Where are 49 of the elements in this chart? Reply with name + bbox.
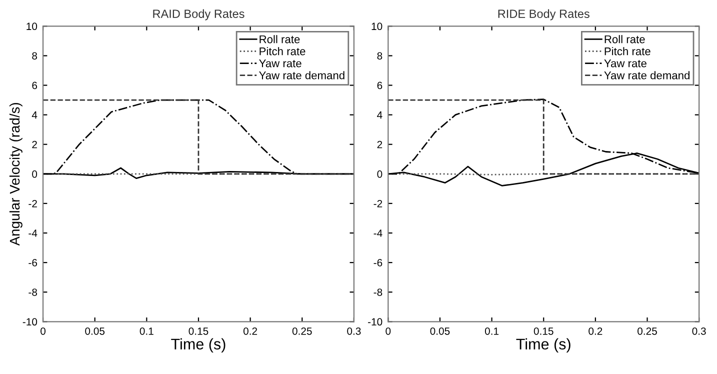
legend-label: Roll rate bbox=[604, 35, 645, 44]
chart-title: RAID Body Rates bbox=[153, 9, 244, 20]
x-tick-label: 0.2 bbox=[243, 327, 258, 335]
x-tick-label: 0 bbox=[40, 327, 46, 335]
x-tick-label: 0.15 bbox=[534, 327, 554, 335]
x-tick-label: 0.3 bbox=[347, 327, 361, 335]
legend-label: Roll rate bbox=[260, 35, 300, 44]
chart-title: RIDE Body Rates bbox=[498, 9, 590, 20]
y-tick-label: 4 bbox=[377, 111, 382, 119]
y-axis-title: Angular Velocity (rad/s) bbox=[9, 102, 22, 246]
x-axis-title: Time (s) bbox=[516, 338, 570, 353]
x-tick-label: 0.25 bbox=[638, 327, 657, 335]
x-tick-label: 0.2 bbox=[588, 327, 602, 335]
x-tick-label: 0.25 bbox=[292, 327, 312, 335]
legend-label: Yaw rate bbox=[259, 60, 302, 68]
y-tick-label: 6 bbox=[32, 82, 38, 90]
y-tick-label: 8 bbox=[377, 52, 382, 60]
y-tick-label: 4 bbox=[32, 111, 38, 119]
y-tick-label: -4 bbox=[374, 230, 382, 237]
y-tick-label: -2 bbox=[374, 200, 382, 208]
y-tick-label: 2 bbox=[32, 140, 37, 148]
y-tick-label: -10 bbox=[22, 318, 38, 326]
legend-label: Pitch rate bbox=[260, 47, 306, 56]
legend-label: Pitch rate bbox=[604, 47, 650, 56]
x-tick-label: 0.05 bbox=[85, 327, 105, 335]
y-tick-label: 0 bbox=[32, 170, 38, 178]
x-tick-label: 0.1 bbox=[140, 327, 154, 335]
legend-label: Yaw rate bbox=[604, 60, 646, 68]
x-tick-label: 0.1 bbox=[484, 327, 499, 335]
y-tick-label: 8 bbox=[32, 52, 38, 60]
y-tick-label: 0 bbox=[377, 170, 382, 178]
y-tick-label: -8 bbox=[28, 288, 38, 296]
x-tick-label: 0.15 bbox=[188, 327, 208, 335]
legend-label: Yaw rate demand bbox=[259, 71, 344, 80]
x-tick-label: 0.05 bbox=[430, 327, 450, 335]
y-tick-label: -2 bbox=[28, 200, 37, 208]
x-tick-label: 0 bbox=[386, 327, 391, 335]
y-tick-label: -10 bbox=[368, 318, 382, 326]
y-tick-label: 2 bbox=[377, 140, 382, 148]
x-axis-title: Time (s) bbox=[171, 338, 226, 353]
y-tick-label: 6 bbox=[377, 82, 382, 90]
x-tick-label: 0.3 bbox=[692, 327, 706, 335]
y-tick-label: -4 bbox=[28, 230, 38, 237]
legend-label: Yaw rate demand bbox=[604, 71, 690, 80]
y-tick-label: -6 bbox=[374, 259, 382, 266]
y-tick-label: -8 bbox=[374, 288, 382, 296]
y-tick-label: 10 bbox=[26, 22, 38, 30]
y-tick-label: -6 bbox=[28, 259, 38, 266]
y-tick-label: 10 bbox=[372, 22, 382, 30]
